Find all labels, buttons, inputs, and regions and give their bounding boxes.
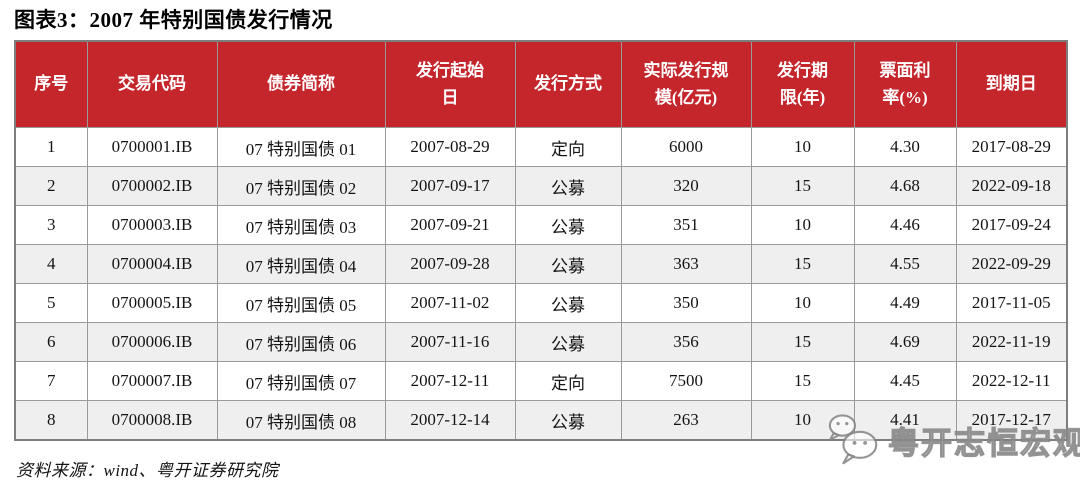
column-header-start-date: 发行起始 日 xyxy=(384,40,516,128)
table-cell: 8 xyxy=(14,400,88,441)
table-cell: 7500 xyxy=(620,361,752,401)
table-cell: 4.68 xyxy=(853,166,957,206)
table-cell: 公募 xyxy=(514,244,622,284)
table-cell: 351 xyxy=(620,205,752,245)
table-cell: 0700004.IB xyxy=(86,244,218,284)
source-note: 资料来源：wind、粤开证券研究院 xyxy=(16,461,279,480)
column-header-seq: 序号 xyxy=(14,40,88,128)
table-cell: 07 特别国债 08 xyxy=(216,400,386,441)
table-header-row: 序号 交易代码 债券简称 发行起始 日 发行方式 实际发行规 模(亿元) 发行期… xyxy=(14,40,1068,128)
table-cell: 0700001.IB xyxy=(86,127,218,167)
table-cell: 07 特别国债 06 xyxy=(216,322,386,362)
table-cell: 4.41 xyxy=(853,400,957,441)
table-cell: 2007-11-02 xyxy=(384,283,516,323)
table-cell: 15 xyxy=(750,166,855,206)
bond-issuance-table: 序号 交易代码 债券简称 发行起始 日 发行方式 实际发行规 模(亿元) 发行期… xyxy=(14,40,1068,441)
table-row: 6 0700006.IB 07 特别国债 06 2007-11-16 公募 356 15 4.… xyxy=(14,322,1068,362)
table-cell: 07 特别国债 04 xyxy=(216,244,386,284)
table-cell: 4.45 xyxy=(853,361,957,401)
table-cell: 4.49 xyxy=(853,283,957,323)
table-cell: 7 xyxy=(14,361,88,401)
table-cell: 4.46 xyxy=(853,205,957,245)
table-cell: 3 xyxy=(14,205,88,245)
table-cell: 2022-09-29 xyxy=(955,244,1068,284)
table-cell: 公募 xyxy=(514,400,622,441)
table-cell: 公募 xyxy=(514,166,622,206)
table-cell: 4.30 xyxy=(853,127,957,167)
table-cell: 0700003.IB xyxy=(86,205,218,245)
table-cell: 10 xyxy=(750,127,855,167)
table-cell: 0700007.IB xyxy=(86,361,218,401)
table-cell: 2017-08-29 xyxy=(955,127,1068,167)
table-cell: 10 xyxy=(750,205,855,245)
table-cell: 363 xyxy=(620,244,752,284)
table-cell: 4.69 xyxy=(853,322,957,362)
table-cell: 0700008.IB xyxy=(86,400,218,441)
table-cell: 2007-09-28 xyxy=(384,244,516,284)
table-cell: 公募 xyxy=(514,322,622,362)
table-body: 1 0700001.IB 07 特别国债 01 2007-08-29 定向 6000 10 4… xyxy=(14,127,1068,441)
column-header-scale: 实际发行规 模(亿元) xyxy=(620,40,752,128)
table-cell: 356 xyxy=(620,322,752,362)
table-row: 2 0700002.IB 07 特别国债 02 2007-09-17 公募 320 15 4.… xyxy=(14,166,1068,206)
table-cell: 320 xyxy=(620,166,752,206)
table-cell: 公募 xyxy=(514,205,622,245)
table-cell: 07 特别国债 02 xyxy=(216,166,386,206)
table-cell: 263 xyxy=(620,400,752,441)
table-cell: 0700005.IB xyxy=(86,283,218,323)
table-cell: 0700006.IB xyxy=(86,322,218,362)
column-header-term: 发行期 限(年) xyxy=(750,40,855,128)
table-cell: 2022-11-19 xyxy=(955,322,1068,362)
table-cell: 定向 xyxy=(514,361,622,401)
table-cell: 定向 xyxy=(514,127,622,167)
table-row: 5 0700005.IB 07 特别国债 05 2007-11-02 公募 350 10 4.… xyxy=(14,283,1068,323)
table-cell: 2007-11-16 xyxy=(384,322,516,362)
table-cell: 2 xyxy=(14,166,88,206)
table-cell: 350 xyxy=(620,283,752,323)
table-cell: 4 xyxy=(14,244,88,284)
table-cell: 15 xyxy=(750,322,855,362)
table-cell: 07 特别国债 03 xyxy=(216,205,386,245)
column-header-maturity: 到期日 xyxy=(955,40,1068,128)
table-row: 7 0700007.IB 07 特别国债 07 2007-12-11 定向 7500 15 4… xyxy=(14,361,1068,401)
table-cell: 2007-12-14 xyxy=(384,400,516,441)
table-cell: 15 xyxy=(750,244,855,284)
table-cell: 6000 xyxy=(620,127,752,167)
column-header-bond-name: 债券简称 xyxy=(216,40,386,128)
figure-title: 图表3：2007 年特别国债发行情况 xyxy=(14,8,333,32)
table-row: 4 0700004.IB 07 特别国债 04 2007-09-28 公募 363 15 4.… xyxy=(14,244,1068,284)
table-cell: 07 特别国债 05 xyxy=(216,283,386,323)
table-cell: 2017-12-17 xyxy=(955,400,1068,441)
table-cell: 07 特别国债 07 xyxy=(216,361,386,401)
table-cell: 10 xyxy=(750,400,855,441)
column-header-method: 发行方式 xyxy=(514,40,622,128)
table-cell: 07 特别国债 01 xyxy=(216,127,386,167)
column-header-code: 交易代码 xyxy=(86,40,218,128)
table-cell: 2007-08-29 xyxy=(384,127,516,167)
table-cell: 0700002.IB xyxy=(86,166,218,206)
table-cell: 1 xyxy=(14,127,88,167)
table-cell: 4.55 xyxy=(853,244,957,284)
table-row: 8 0700008.IB 07 特别国债 08 2007-12-14 公募 263 10 4.… xyxy=(14,400,1068,441)
table-row: 1 0700001.IB 07 特别国债 01 2007-08-29 定向 6000 10 4… xyxy=(14,127,1068,167)
table-row: 3 0700003.IB 07 特别国债 03 2007-09-21 公募 351 10 4.… xyxy=(14,205,1068,245)
table-cell: 2022-12-11 xyxy=(955,361,1068,401)
table-cell: 2007-12-11 xyxy=(384,361,516,401)
table-cell: 公募 xyxy=(514,283,622,323)
table-cell: 2022-09-18 xyxy=(955,166,1068,206)
table-cell: 2017-11-05 xyxy=(955,283,1068,323)
table-cell: 2007-09-17 xyxy=(384,166,516,206)
column-header-rate: 票面利 率(%) xyxy=(853,40,957,128)
table-cell: 5 xyxy=(14,283,88,323)
table-cell: 6 xyxy=(14,322,88,362)
table-cell: 2017-09-24 xyxy=(955,205,1068,245)
table-cell: 15 xyxy=(750,361,855,401)
table-cell: 10 xyxy=(750,283,855,323)
table-cell: 2007-09-21 xyxy=(384,205,516,245)
